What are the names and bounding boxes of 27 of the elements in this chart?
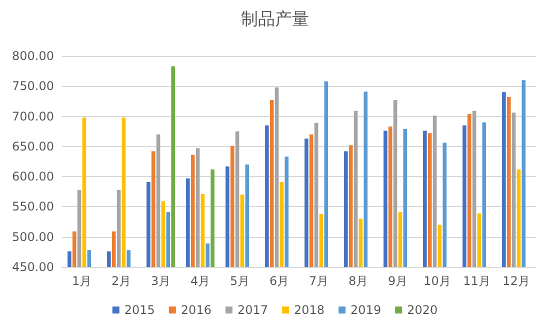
x-tick-label: 7月 [308,274,329,288]
y-tick-label: 650.00 [12,139,54,154]
x-tick-label: 12月 [502,274,530,288]
y-tick-label: 500.00 [12,230,54,244]
x-tick-label: 2月 [111,274,132,288]
y-tick-label: 700.00 [12,109,54,124]
y-tick-label: 800.00 [12,49,54,63]
chart-title: 制品产量 [241,10,309,30]
legend-label: 2016 [180,303,212,317]
legend-label: 2020 [407,303,438,317]
legend-label: 2017 [237,303,268,317]
x-tick-label: 6月 [269,274,290,288]
x-tick-label: 8月 [348,274,368,288]
x-tick-label: 3月 [150,274,171,288]
y-tick-label: 550.00 [12,200,54,214]
x-tick-label: 1月 [72,274,92,288]
y-tick-label: 600.00 [12,170,54,184]
x-tick-label: 11月 [463,274,490,288]
y-tick-label: 750.00 [12,79,54,94]
x-tick-label: 10月 [424,274,451,288]
x-tick-label: 5月 [230,274,250,288]
x-tick-label: 9月 [388,274,408,288]
y-tick-label: 450.00 [12,260,54,274]
legend-label: 2018 [294,303,325,317]
x-tick-label: 4月 [190,274,210,288]
legend-label: 2015 [124,303,155,317]
legend-label: 2019 [350,303,382,317]
